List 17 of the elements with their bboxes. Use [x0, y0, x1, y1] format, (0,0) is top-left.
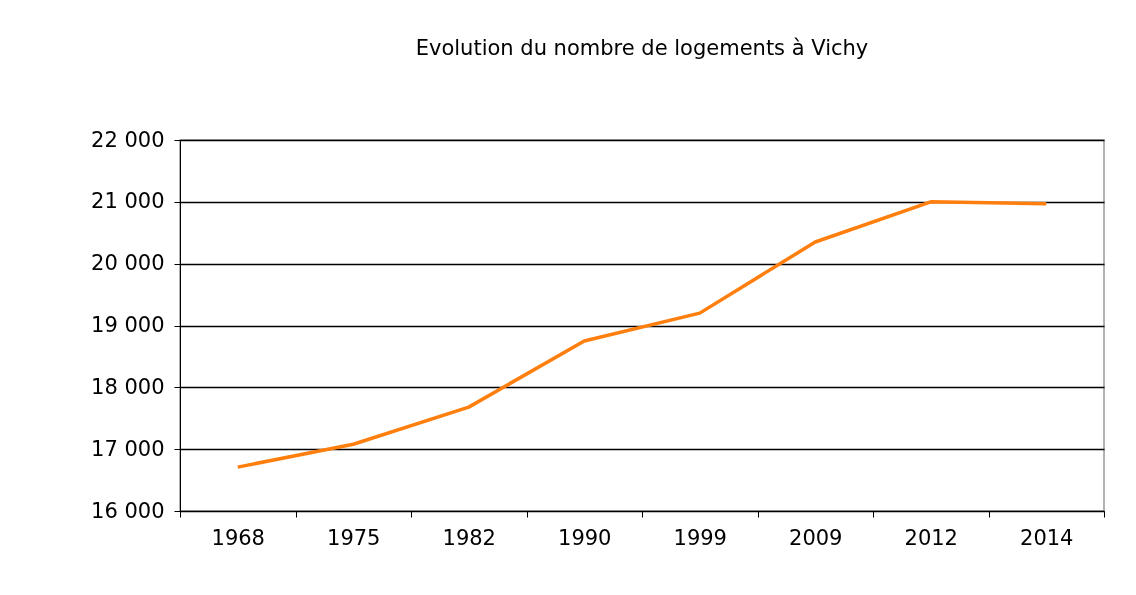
y-tick-label: 18 000	[91, 374, 165, 399]
y-tick-label: 17 000	[91, 436, 165, 461]
x-tick-label: 1968	[211, 525, 265, 550]
x-tick-label: 2009	[789, 525, 843, 550]
x-tick-label: 1982	[442, 525, 496, 550]
x-tick-label: 2012	[904, 525, 958, 550]
chart-title: Evolution du nombre de logements à Vichy	[415, 36, 869, 60]
y-tick-label: 20 000	[91, 251, 165, 276]
line-series	[236, 200, 1048, 469]
y-tick-label: 22 000	[91, 127, 165, 152]
y-tick-label: 21 000	[91, 189, 165, 214]
x-tick-label: 1990	[558, 525, 612, 550]
x-tick-label: 1999	[673, 525, 727, 550]
y-tick-label: 16 000	[91, 498, 165, 523]
x-tick-label: 1975	[327, 525, 381, 550]
y-tick-label: 19 000	[91, 313, 165, 337]
x-tick-label: 2014	[1020, 525, 1074, 550]
